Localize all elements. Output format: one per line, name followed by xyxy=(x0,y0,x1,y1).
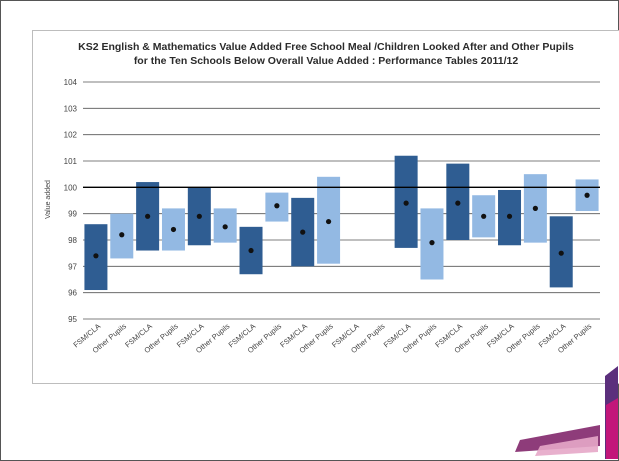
data-point xyxy=(197,214,202,219)
corner-stripe-magenta xyxy=(606,398,618,459)
y-tick-label: 104 xyxy=(64,78,78,87)
data-point xyxy=(171,227,176,232)
data-point xyxy=(248,248,253,253)
data-point xyxy=(274,203,279,208)
y-tick-label: 99 xyxy=(68,210,77,219)
y-tick-label: 100 xyxy=(64,183,78,192)
data-point xyxy=(145,214,150,219)
data-point xyxy=(404,201,409,206)
y-tick-label: 96 xyxy=(68,289,77,298)
y-tick-label: 98 xyxy=(68,236,77,245)
y-tick-label: 103 xyxy=(64,104,78,113)
y-tick-label: 102 xyxy=(64,131,78,140)
y-tick-label: 95 xyxy=(68,315,77,324)
data-point xyxy=(326,219,331,224)
y-tick-label: 101 xyxy=(64,157,78,166)
data-point xyxy=(507,214,512,219)
data-point xyxy=(481,214,486,219)
data-point xyxy=(93,253,98,258)
data-point xyxy=(300,230,305,235)
data-point xyxy=(533,206,538,211)
y-axis-label: Value added xyxy=(45,180,52,219)
data-point xyxy=(584,193,589,198)
data-point xyxy=(119,232,124,237)
data-point xyxy=(429,240,434,245)
data-point xyxy=(223,224,228,229)
data-point xyxy=(559,251,564,256)
data-point xyxy=(455,201,460,206)
y-tick-label: 97 xyxy=(68,262,77,271)
